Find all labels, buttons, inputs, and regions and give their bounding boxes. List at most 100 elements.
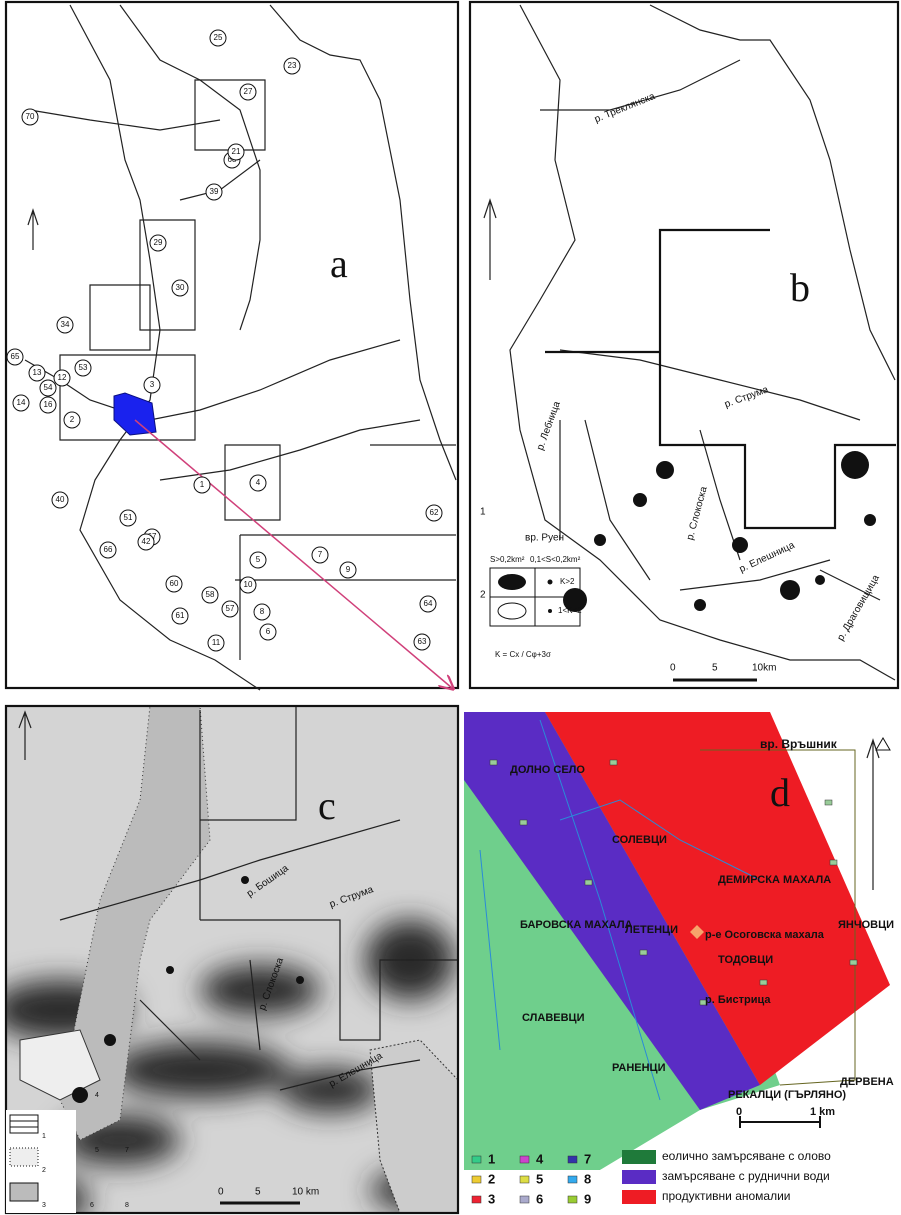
site-number: 66: [104, 545, 113, 554]
legend-number: 7: [125, 1147, 129, 1154]
scale-label: 0: [736, 1106, 742, 1118]
site-number: 13: [33, 368, 42, 377]
scale-label: 5: [712, 663, 718, 674]
site-number: 54: [44, 383, 53, 392]
place-label: ЛЕТЕНЦИ: [625, 924, 678, 936]
site-number: 5: [256, 555, 261, 564]
site-number: 7: [318, 550, 323, 559]
scale-label: 1 km: [810, 1106, 835, 1118]
legend-number: 1: [488, 1151, 495, 1166]
site-number: 2: [70, 415, 75, 424]
legend-row: 1: [480, 507, 486, 518]
site-number: 65: [11, 352, 20, 361]
legend-swatch: [568, 1176, 577, 1183]
legend-swatch: [520, 1176, 529, 1183]
legend-number: 8: [125, 1202, 129, 1209]
legend-header: 0,1<S<0,2km²: [530, 555, 581, 564]
legend-number: 6: [536, 1191, 543, 1206]
legend-number: 3: [42, 1202, 46, 1209]
legend-number: 5: [536, 1171, 543, 1186]
site-number: 11: [212, 638, 221, 647]
site-number: 16: [44, 400, 53, 409]
site-number: 70: [26, 112, 35, 121]
legend-number: 8: [584, 1171, 591, 1186]
site-number: 1: [200, 480, 205, 489]
place-label: ЯНЧОВЦИ: [838, 919, 894, 931]
panel-d: ДОЛНО СЕЛО СОЛЕВЦИ ДЕМИРСКА МАХАЛА БАРОВСКА…: [464, 712, 894, 1215]
legend-swatch: [568, 1156, 577, 1163]
site-number: 42: [142, 537, 151, 546]
legend-swatch: [520, 1156, 529, 1163]
panel-label: a: [330, 241, 348, 286]
place-label: РАНЕНЦИ: [612, 1062, 666, 1074]
legend-label: еолично замърсяване с олово: [662, 1149, 831, 1163]
legend-number: 9: [584, 1191, 591, 1206]
site-number: 39: [210, 187, 219, 196]
legend-class: 1<K<2: [558, 606, 582, 615]
place-label: р-е Осоговска махала: [705, 929, 825, 941]
site-number: 4: [256, 478, 261, 487]
place-label: ТОДОВЦИ: [718, 954, 773, 966]
peak-label: вр. Руен: [525, 533, 564, 544]
legend-class: K>2: [560, 577, 575, 586]
site-number: 23: [288, 61, 297, 70]
site-number: 3: [150, 380, 155, 389]
site-number: 21: [232, 147, 241, 156]
scale-label: 10 km: [292, 1187, 319, 1198]
legend-number: 2: [488, 1171, 495, 1186]
panel-label: b: [790, 265, 810, 310]
place-label: БАРОВСКА МАХАЛА: [520, 919, 633, 931]
site-number: 6: [266, 627, 271, 636]
legend-swatch: [520, 1196, 529, 1203]
site-number: 51: [124, 513, 133, 522]
site-number: 53: [79, 363, 88, 372]
legend-header: S>0,2km²: [490, 555, 525, 564]
river-label: р. Слокоска: [685, 485, 710, 541]
place-label: ДЕМИРСКА МАХАЛА: [718, 874, 831, 886]
legend-row: 2: [480, 590, 486, 601]
site-number: 30: [176, 283, 185, 292]
site-number: 40: [56, 495, 65, 504]
place-label: ДОЛНО СЕЛО: [510, 764, 585, 776]
legend-formula: K = Cx / Cφ+3σ: [495, 650, 551, 659]
site-number: 8: [260, 607, 265, 616]
place-label: СОЛЕВЦИ: [612, 834, 667, 846]
scale-label: 5: [255, 1187, 261, 1198]
river-label: р. Треклянска: [593, 91, 657, 125]
river-label: р. Лебница: [534, 399, 563, 452]
scale-label: 0: [218, 1187, 224, 1198]
legend-swatch: [472, 1196, 481, 1203]
river-label: р. Драговищица: [835, 573, 882, 643]
scale-label: 10km: [752, 663, 776, 674]
legend-number: 2: [42, 1167, 46, 1174]
site-number: 14: [17, 398, 26, 407]
site-number: 61: [176, 611, 185, 620]
legend-number: 4: [95, 1092, 99, 1099]
peak-label: вр. Връшник: [760, 737, 838, 751]
place-label: ДЕРВЕНА: [840, 1076, 894, 1088]
legend: 1 2 S>0,2km² 0,1<S<0,2km² K>2 1<K<2 K = …: [480, 507, 582, 659]
site-number: 58: [206, 590, 215, 599]
legend-swatch: [472, 1156, 481, 1163]
legend-number: 4: [536, 1151, 544, 1166]
legend-number: 3: [488, 1191, 495, 1206]
legend-swatch: [472, 1176, 481, 1183]
legend-label: продуктивни аномалии: [662, 1189, 791, 1203]
site-number: 12: [58, 373, 67, 382]
site-number: 60: [170, 579, 179, 588]
river-label: р. Струма: [723, 384, 770, 410]
place-label: р. Бистрица: [705, 994, 771, 1006]
legend-number: 5: [95, 1147, 99, 1154]
place-label: СЛАВЕВЦИ: [522, 1012, 585, 1024]
site-number: 62: [430, 508, 439, 517]
site-number: 10: [244, 580, 253, 589]
legend-number: 7: [584, 1151, 591, 1166]
site-number: 63: [418, 637, 427, 646]
legend-number: 1: [42, 1133, 46, 1140]
site-number: 9: [346, 565, 351, 574]
site-number: 34: [61, 320, 70, 329]
figure: 2523277068212939301312651416325354341462…: [0, 0, 901, 1215]
site-number: 27: [244, 87, 253, 96]
